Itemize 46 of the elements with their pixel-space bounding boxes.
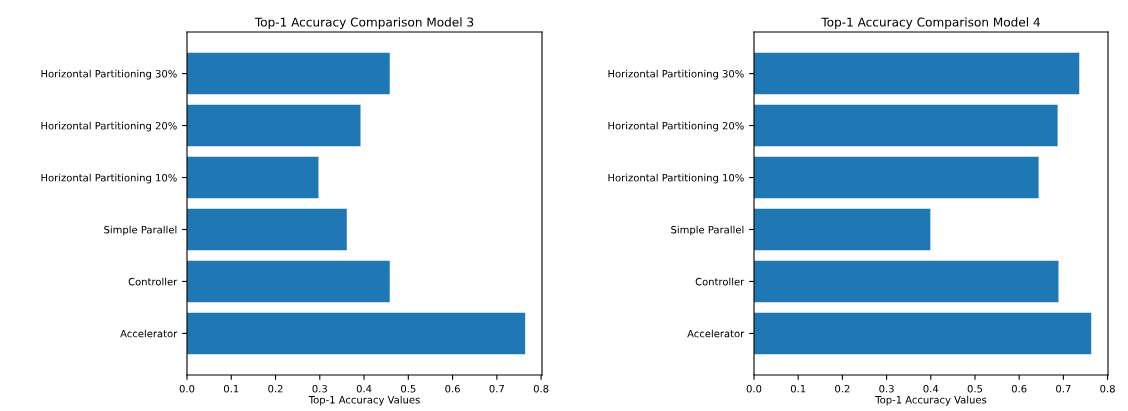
y-tick-label: Simple Parallel bbox=[104, 225, 177, 236]
x-axis-title: Top-1 Accuracy Values bbox=[308, 395, 420, 406]
bar bbox=[754, 260, 1059, 303]
x-tick-label: 0.7 bbox=[489, 384, 504, 393]
y-tick-label: Simple Parallel bbox=[671, 225, 744, 236]
bar bbox=[187, 156, 319, 199]
chart-title: Top-1 Accuracy Comparison Model 3 bbox=[254, 17, 474, 29]
bar bbox=[754, 312, 1092, 355]
x-tick-label: 0.5 bbox=[401, 384, 416, 393]
y-tick-label: Accelerator bbox=[120, 329, 178, 338]
x-tick-label: 0.7 bbox=[1056, 384, 1071, 393]
bar bbox=[187, 208, 347, 251]
y-tick-label: Horizontal Partitioning 30% bbox=[41, 69, 177, 80]
x-tick-label: 0.1 bbox=[223, 384, 239, 393]
x-tick-label: 0.4 bbox=[356, 384, 372, 393]
y-tick-label: Horizontal Partitioning 10% bbox=[608, 173, 744, 184]
bar bbox=[187, 104, 361, 147]
x-tick-label: 0.8 bbox=[1100, 384, 1115, 393]
x-tick-label: 0.4 bbox=[923, 384, 939, 393]
bar bbox=[754, 52, 1080, 95]
bar bbox=[754, 104, 1058, 147]
bar bbox=[187, 312, 526, 355]
x-tick-label: 0.2 bbox=[268, 384, 283, 393]
bar bbox=[187, 260, 390, 303]
x-tick-label: 0.6 bbox=[1011, 384, 1027, 393]
y-tick-label: Horizontal Partitioning 20% bbox=[608, 121, 744, 132]
x-axis-title: Top-1 Accuracy Values bbox=[875, 395, 987, 406]
x-tick-label: 0.0 bbox=[179, 384, 195, 393]
x-tick-label: 0.1 bbox=[790, 384, 806, 393]
y-tick-label: Horizontal Partitioning 30% bbox=[608, 69, 744, 80]
bar bbox=[754, 208, 931, 251]
bar bbox=[187, 52, 390, 95]
x-tick-label: 0.3 bbox=[312, 384, 327, 393]
y-tick-label: Controller bbox=[128, 277, 178, 286]
x-tick-label: 0.2 bbox=[835, 384, 850, 393]
chart-title: Top-1 Accuracy Comparison Model 4 bbox=[821, 17, 1040, 29]
bar bbox=[754, 156, 1039, 199]
x-tick-label: 0.8 bbox=[533, 384, 549, 393]
x-tick-label: 0.0 bbox=[746, 384, 762, 393]
x-tick-label: 0.3 bbox=[879, 384, 894, 393]
y-tick-label: Horizontal Partitioning 20% bbox=[41, 121, 177, 132]
y-tick-label: Accelerator bbox=[687, 329, 745, 338]
x-tick-label: 0.5 bbox=[967, 384, 983, 393]
y-tick-label: Horizontal Partitioning 10% bbox=[41, 173, 177, 184]
y-tick-label: Controller bbox=[695, 277, 745, 286]
x-tick-label: 0.6 bbox=[445, 384, 460, 393]
